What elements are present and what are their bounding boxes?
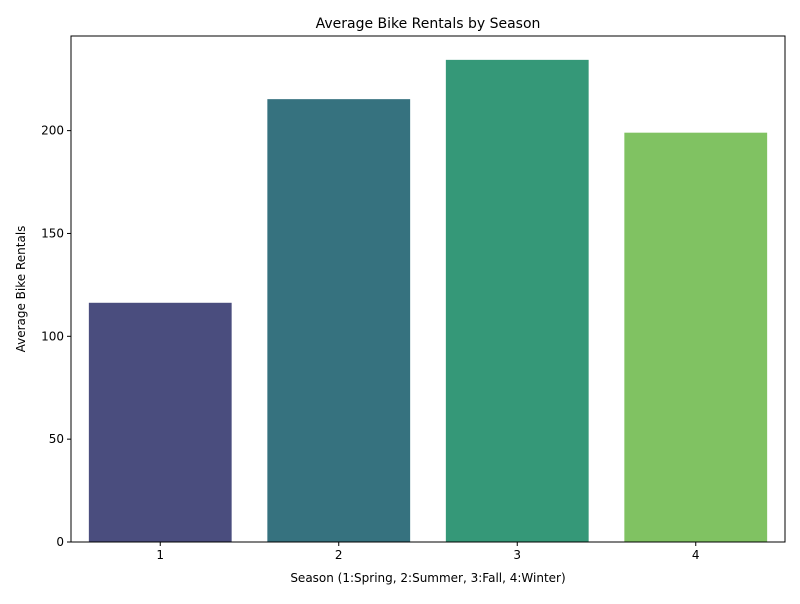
bar-2: [267, 99, 411, 542]
chart-title: Average Bike Rentals by Season: [316, 16, 541, 32]
bars-layer: [88, 59, 768, 542]
x-tick-label-4: 4: [692, 548, 700, 562]
y-tick-label-50: 50: [49, 432, 64, 446]
bar-3: [445, 59, 589, 542]
x-axis-label: Season (1:Spring, 2:Summer, 3:Fall, 4:Wi…: [290, 571, 565, 585]
plot-frame: [70, 35, 786, 543]
x-tick-label-2: 2: [335, 548, 343, 562]
bar-1: [88, 302, 232, 542]
x-ticks: 1 2 3 4: [156, 542, 700, 562]
y-tick-label-0: 0: [56, 535, 64, 549]
y-tick-label-200: 200: [41, 124, 64, 138]
x-tick-label-1: 1: [156, 548, 164, 562]
x-tick-label-3: 3: [513, 548, 521, 562]
y-ticks: 0 50 100 150 200: [41, 124, 71, 549]
y-axis-label: Average Bike Rentals: [14, 226, 28, 353]
y-tick-label-150: 150: [41, 226, 64, 240]
y-tick-label-100: 100: [41, 329, 64, 343]
axes-layer: [70, 35, 786, 543]
bar-4: [624, 132, 768, 542]
